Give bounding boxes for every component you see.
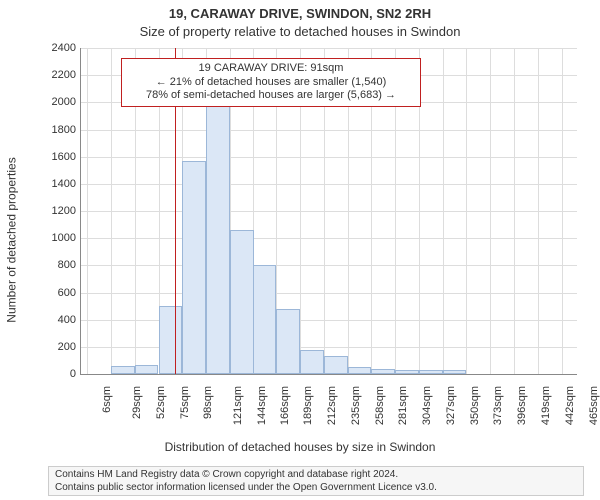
annotation-line: ← 21% of detached houses are smaller (1,… xyxy=(129,76,413,90)
annotation-box: 19 CARAWAY DRIVE: 91sqm← 21% of detached… xyxy=(121,58,421,107)
y-tick-label: 200 xyxy=(46,341,76,353)
x-tick-label: 350sqm xyxy=(469,386,481,425)
histogram-bar xyxy=(276,309,300,374)
footer-line1: Contains HM Land Registry data © Crown c… xyxy=(55,469,577,482)
y-tick-label: 2000 xyxy=(46,96,76,108)
annotation-line: 78% of semi-detached houses are larger (… xyxy=(129,89,413,103)
x-tick-label: 6sqm xyxy=(101,386,113,413)
histogram-bar xyxy=(111,366,135,374)
gridline-v xyxy=(562,48,563,374)
histogram-bar xyxy=(206,81,230,374)
y-tick-label: 2200 xyxy=(46,69,76,81)
gridline-h xyxy=(81,48,577,49)
gridline-h xyxy=(81,293,577,294)
plot-outer: 19 CARAWAY DRIVE: 91sqm← 21% of detached… xyxy=(50,48,576,432)
gridline-v xyxy=(111,48,112,374)
footer-attribution: Contains HM Land Registry data © Crown c… xyxy=(48,466,584,496)
gridline-h xyxy=(81,347,577,348)
x-tick-label: 52sqm xyxy=(155,386,167,419)
histogram-bar xyxy=(348,367,372,374)
y-tick-label: 1400 xyxy=(46,178,76,190)
y-tick-label: 2400 xyxy=(46,42,76,54)
histogram-bar xyxy=(300,350,324,374)
x-tick-label: 235sqm xyxy=(350,386,362,425)
y-tick-label: 600 xyxy=(46,287,76,299)
y-tick-label: 400 xyxy=(46,314,76,326)
histogram-bar xyxy=(230,230,254,374)
x-tick-label: 419sqm xyxy=(540,386,552,425)
x-tick-label: 465sqm xyxy=(588,386,600,425)
y-tick-label: 0 xyxy=(46,368,76,380)
gridline-v xyxy=(514,48,515,374)
gridline-h xyxy=(81,130,577,131)
x-tick-label: 166sqm xyxy=(279,386,291,425)
histogram-bar xyxy=(182,161,206,374)
histogram-bar xyxy=(395,370,419,374)
x-tick-label: 121sqm xyxy=(232,386,244,425)
histogram-bar xyxy=(159,306,183,374)
gridline-v xyxy=(538,48,539,374)
x-tick-label: 396sqm xyxy=(516,386,528,425)
x-tick-label: 258sqm xyxy=(374,386,386,425)
y-axis-label-wrap: Number of detached properties xyxy=(4,48,20,432)
gridline-v xyxy=(87,48,88,374)
x-tick-label: 212sqm xyxy=(326,386,338,425)
chart-title-desc: Size of property relative to detached ho… xyxy=(0,24,600,39)
x-tick-label: 189sqm xyxy=(302,386,314,425)
x-tick-label: 373sqm xyxy=(493,386,505,425)
histogram-bar xyxy=(253,265,277,374)
x-tick-label: 98sqm xyxy=(202,386,214,419)
gridline-h xyxy=(81,211,577,212)
x-tick-label: 327sqm xyxy=(445,386,457,425)
gridline-v xyxy=(466,48,467,374)
histogram-bar xyxy=(324,356,348,374)
histogram-bar xyxy=(443,370,467,374)
histogram-bar xyxy=(135,365,159,375)
gridline-v xyxy=(443,48,444,374)
x-tick-label: 29sqm xyxy=(131,386,143,419)
gridline-h xyxy=(81,265,577,266)
y-tick-label: 1600 xyxy=(46,151,76,163)
y-tick-label: 800 xyxy=(46,259,76,271)
y-axis-label: Number of detached properties xyxy=(5,157,19,322)
x-axis-label: Distribution of detached houses by size … xyxy=(0,440,600,454)
chart-title-address: 19, CARAWAY DRIVE, SWINDON, SN2 2RH xyxy=(0,6,600,21)
histogram-bar xyxy=(371,369,395,374)
gridline-h xyxy=(81,320,577,321)
plot-area: 19 CARAWAY DRIVE: 91sqm← 21% of detached… xyxy=(80,48,577,375)
gridline-v xyxy=(490,48,491,374)
x-tick-label: 144sqm xyxy=(256,386,268,425)
gridline-h xyxy=(81,238,577,239)
x-tick-label: 75sqm xyxy=(179,386,191,419)
x-tick-label: 281sqm xyxy=(398,386,410,425)
y-tick-label: 1200 xyxy=(46,205,76,217)
histogram-bar xyxy=(419,370,443,374)
footer-line2: Contains public sector information licen… xyxy=(55,482,577,495)
gridline-h xyxy=(81,184,577,185)
gridline-h xyxy=(81,157,577,158)
annotation-line: 19 CARAWAY DRIVE: 91sqm xyxy=(129,62,413,76)
y-tick-label: 1800 xyxy=(46,124,76,136)
x-tick-label: 442sqm xyxy=(564,386,576,425)
x-tick-label: 304sqm xyxy=(421,386,433,425)
y-tick-label: 1000 xyxy=(46,232,76,244)
chart-container: 19, CARAWAY DRIVE, SWINDON, SN2 2RH Size… xyxy=(0,0,600,500)
